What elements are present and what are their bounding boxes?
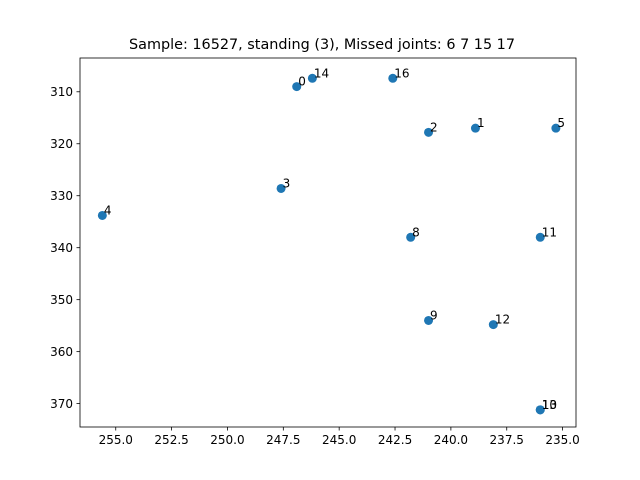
joint-label: 10 [542,398,557,412]
joint-point [406,232,416,242]
joint-point [488,320,498,330]
joint-label: 9 [430,308,438,322]
x-tick-label: 247.5 [266,433,300,447]
x-tick-label: 245.0 [322,433,356,447]
joint-label: 4 [104,203,112,217]
x-tick-label: 255.0 [99,433,133,447]
joint-label: 11 [542,225,557,239]
joint-label: 16 [394,66,409,80]
y-axis: 310 320 330 340 350 360 370 [50,85,80,411]
joint-point [535,232,545,242]
joint-point [424,315,434,325]
joint-label: 8 [412,225,420,239]
x-tick-label: 240.0 [434,433,468,447]
joint-point [470,123,480,133]
y-tick-label: 310 [50,85,73,99]
y-tick-label: 370 [50,397,73,411]
joint-label: 2 [430,120,438,134]
y-tick-label: 330 [50,189,73,203]
y-tick-label: 360 [50,345,73,359]
x-tick-label: 250.0 [210,433,244,447]
joint-point [292,82,302,92]
x-tick-label: 252.5 [154,433,188,447]
joint-point [535,405,545,415]
joint-point [424,127,434,137]
joint-label: 12 [495,313,510,327]
joint-point [388,73,398,83]
chart-title: Sample: 16527, standing (3), Missed join… [129,37,515,53]
joint-point [307,73,317,83]
joint-label: 3 [283,176,291,190]
x-axis: 255.0 252.5 250.0 247.5 245.0 242.5 240.0 237.5… [99,427,580,447]
plot-frame [79,57,577,428]
x-tick-label: 237.5 [490,433,524,447]
joint-label: 5 [557,116,565,130]
x-tick-label: 242.5 [378,433,412,447]
y-tick-label: 350 [50,293,73,307]
x-tick-label: 235.0 [545,433,579,447]
joint-label: 13 [542,398,557,412]
y-tick-label: 320 [50,137,73,151]
joint-point [97,210,107,220]
y-tick-label: 340 [50,241,73,255]
joint-point [551,123,561,133]
joint-label: 1 [477,116,485,130]
joint-label: 14 [314,66,329,80]
joint-label: 0 [298,75,306,89]
joint-point [276,183,286,193]
